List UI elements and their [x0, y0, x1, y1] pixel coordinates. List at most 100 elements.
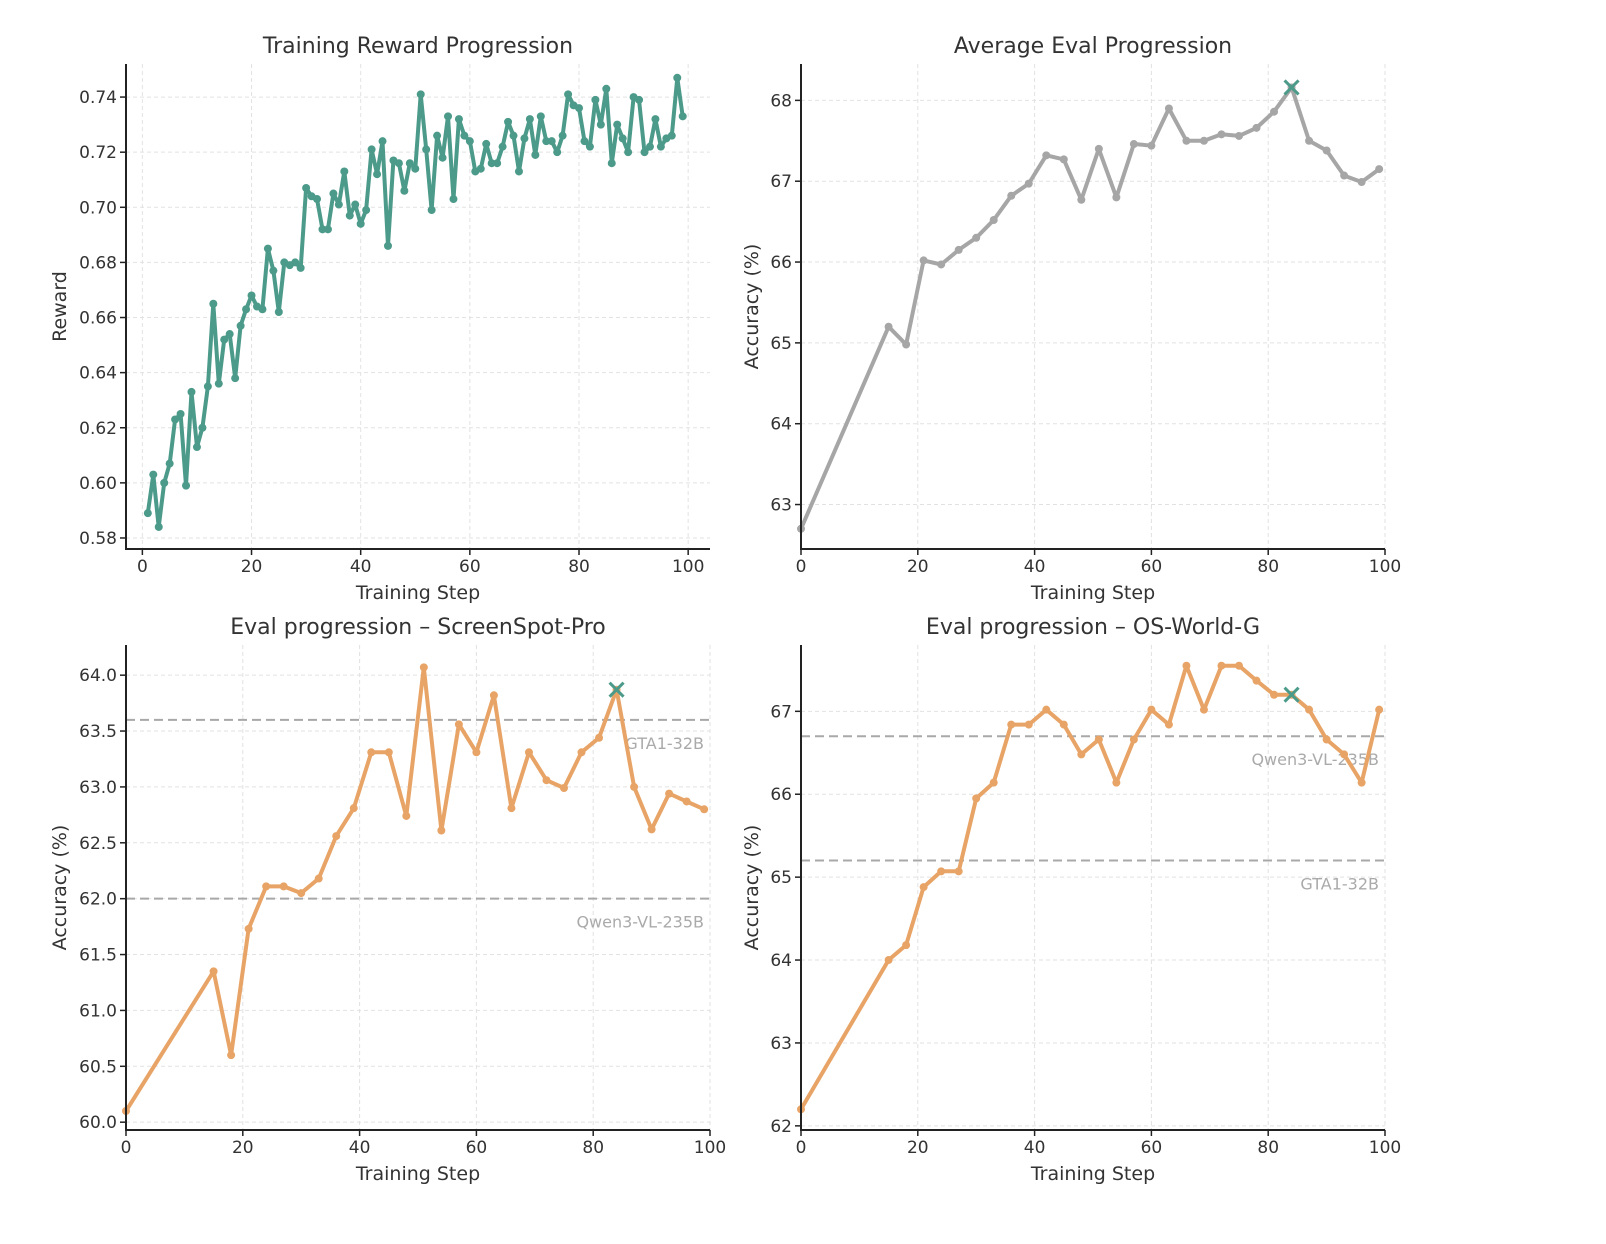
x-tick-label: 100	[1369, 1138, 1401, 1158]
y-tick-label: 0.60	[79, 474, 117, 494]
y-tick-label: 64	[770, 951, 792, 971]
y-tick-label: 66	[770, 253, 792, 273]
data-point	[214, 379, 223, 388]
data-point	[884, 956, 893, 965]
data-point	[618, 134, 627, 143]
best-marker-stroke	[1283, 79, 1300, 96]
y-tick-label: 0.72	[79, 143, 117, 163]
x-axis-label: Training Step	[355, 1163, 480, 1185]
data-point	[384, 748, 393, 757]
data-point	[972, 794, 981, 803]
data-point	[558, 131, 567, 140]
data-point	[1059, 155, 1068, 164]
data-point	[553, 148, 562, 157]
data-point	[607, 159, 616, 168]
data-point	[1357, 178, 1366, 187]
data-point	[954, 867, 963, 876]
data-point	[1164, 720, 1173, 729]
data-point	[460, 131, 469, 140]
data-point	[454, 720, 463, 729]
data-point	[493, 159, 502, 168]
data-point	[192, 443, 201, 452]
axes: 0 20 40 60 80 100 63 64 65 66 67 68	[770, 64, 1401, 577]
data-point	[362, 206, 371, 215]
data-point	[1217, 661, 1226, 670]
data-point	[531, 150, 540, 159]
panel-os-world-g: Qwen3-VL-235B GTA1-32B 0 20 40 60 80 100 62 63 64…	[741, 615, 1401, 1185]
x-tick-label: 40	[350, 557, 372, 577]
data-point	[520, 134, 529, 143]
data-point	[624, 148, 633, 157]
data-point	[160, 478, 169, 487]
data-point	[1147, 141, 1156, 150]
data-point	[1375, 705, 1384, 714]
y-tick-label: 63	[770, 1034, 792, 1054]
data-point	[454, 115, 463, 124]
data-point	[405, 159, 414, 168]
y-tick-label: 62.0	[79, 890, 117, 910]
reference-line-label: Qwen3-VL-235B	[1251, 750, 1379, 769]
data-point	[356, 219, 365, 228]
data-point	[678, 112, 687, 121]
data-point	[187, 387, 196, 396]
y-tick-label: 66	[770, 785, 792, 805]
y-tick-label: 67	[770, 172, 792, 192]
data-point	[640, 148, 649, 157]
x-tick-label: 0	[137, 557, 148, 577]
data-point	[1322, 146, 1331, 155]
x-tick-label: 60	[1141, 557, 1163, 577]
x-tick-label: 100	[1369, 557, 1401, 577]
data-point	[1235, 661, 1243, 670]
data-point	[514, 167, 523, 176]
data-point	[236, 321, 245, 330]
data-point	[351, 200, 360, 209]
data-point	[400, 186, 409, 195]
data-point	[498, 142, 507, 151]
x-tick-label: 0	[121, 1138, 132, 1158]
data-point	[989, 216, 998, 225]
data-point	[433, 131, 442, 140]
data-point	[367, 748, 376, 757]
data-point	[577, 748, 586, 757]
y-tick-label: 64	[770, 415, 792, 435]
data-point	[656, 142, 665, 151]
data-point	[937, 867, 946, 876]
grid	[800, 645, 1386, 1130]
y-tick-label: 68	[770, 91, 792, 111]
data-point	[954, 245, 963, 254]
data-point	[274, 308, 283, 317]
data-point	[884, 322, 893, 331]
series	[797, 661, 1384, 1114]
series-line	[145, 75, 685, 529]
x-tick-label: 40	[1024, 1138, 1046, 1158]
data-point	[1340, 750, 1349, 759]
data-point	[402, 811, 411, 820]
y-tick-label: 0.66	[79, 309, 117, 329]
data-point	[902, 340, 911, 349]
data-point	[345, 211, 354, 220]
y-tick-label: 0.58	[79, 529, 117, 549]
data-point	[444, 112, 453, 121]
data-point	[902, 941, 911, 950]
y-tick-label: 63.5	[79, 722, 117, 742]
data-point	[1112, 193, 1121, 202]
x-tick-label: 60	[466, 1138, 488, 1158]
data-point	[1322, 735, 1331, 744]
series	[143, 73, 687, 531]
data-point	[1077, 195, 1086, 204]
data-point	[1340, 171, 1349, 180]
data-point	[1024, 179, 1033, 188]
data-point	[489, 691, 498, 700]
data-point	[1094, 735, 1103, 744]
data-point	[258, 305, 267, 314]
x-tick-label: 60	[1141, 1138, 1163, 1158]
data-point	[1252, 676, 1261, 685]
grid	[800, 64, 1386, 549]
data-point	[422, 145, 431, 154]
data-point	[564, 90, 573, 99]
data-point	[700, 805, 709, 814]
x-tick-label: 20	[907, 557, 929, 577]
series	[797, 79, 1384, 533]
data-point	[225, 330, 234, 339]
best-marker-stroke	[608, 681, 625, 698]
